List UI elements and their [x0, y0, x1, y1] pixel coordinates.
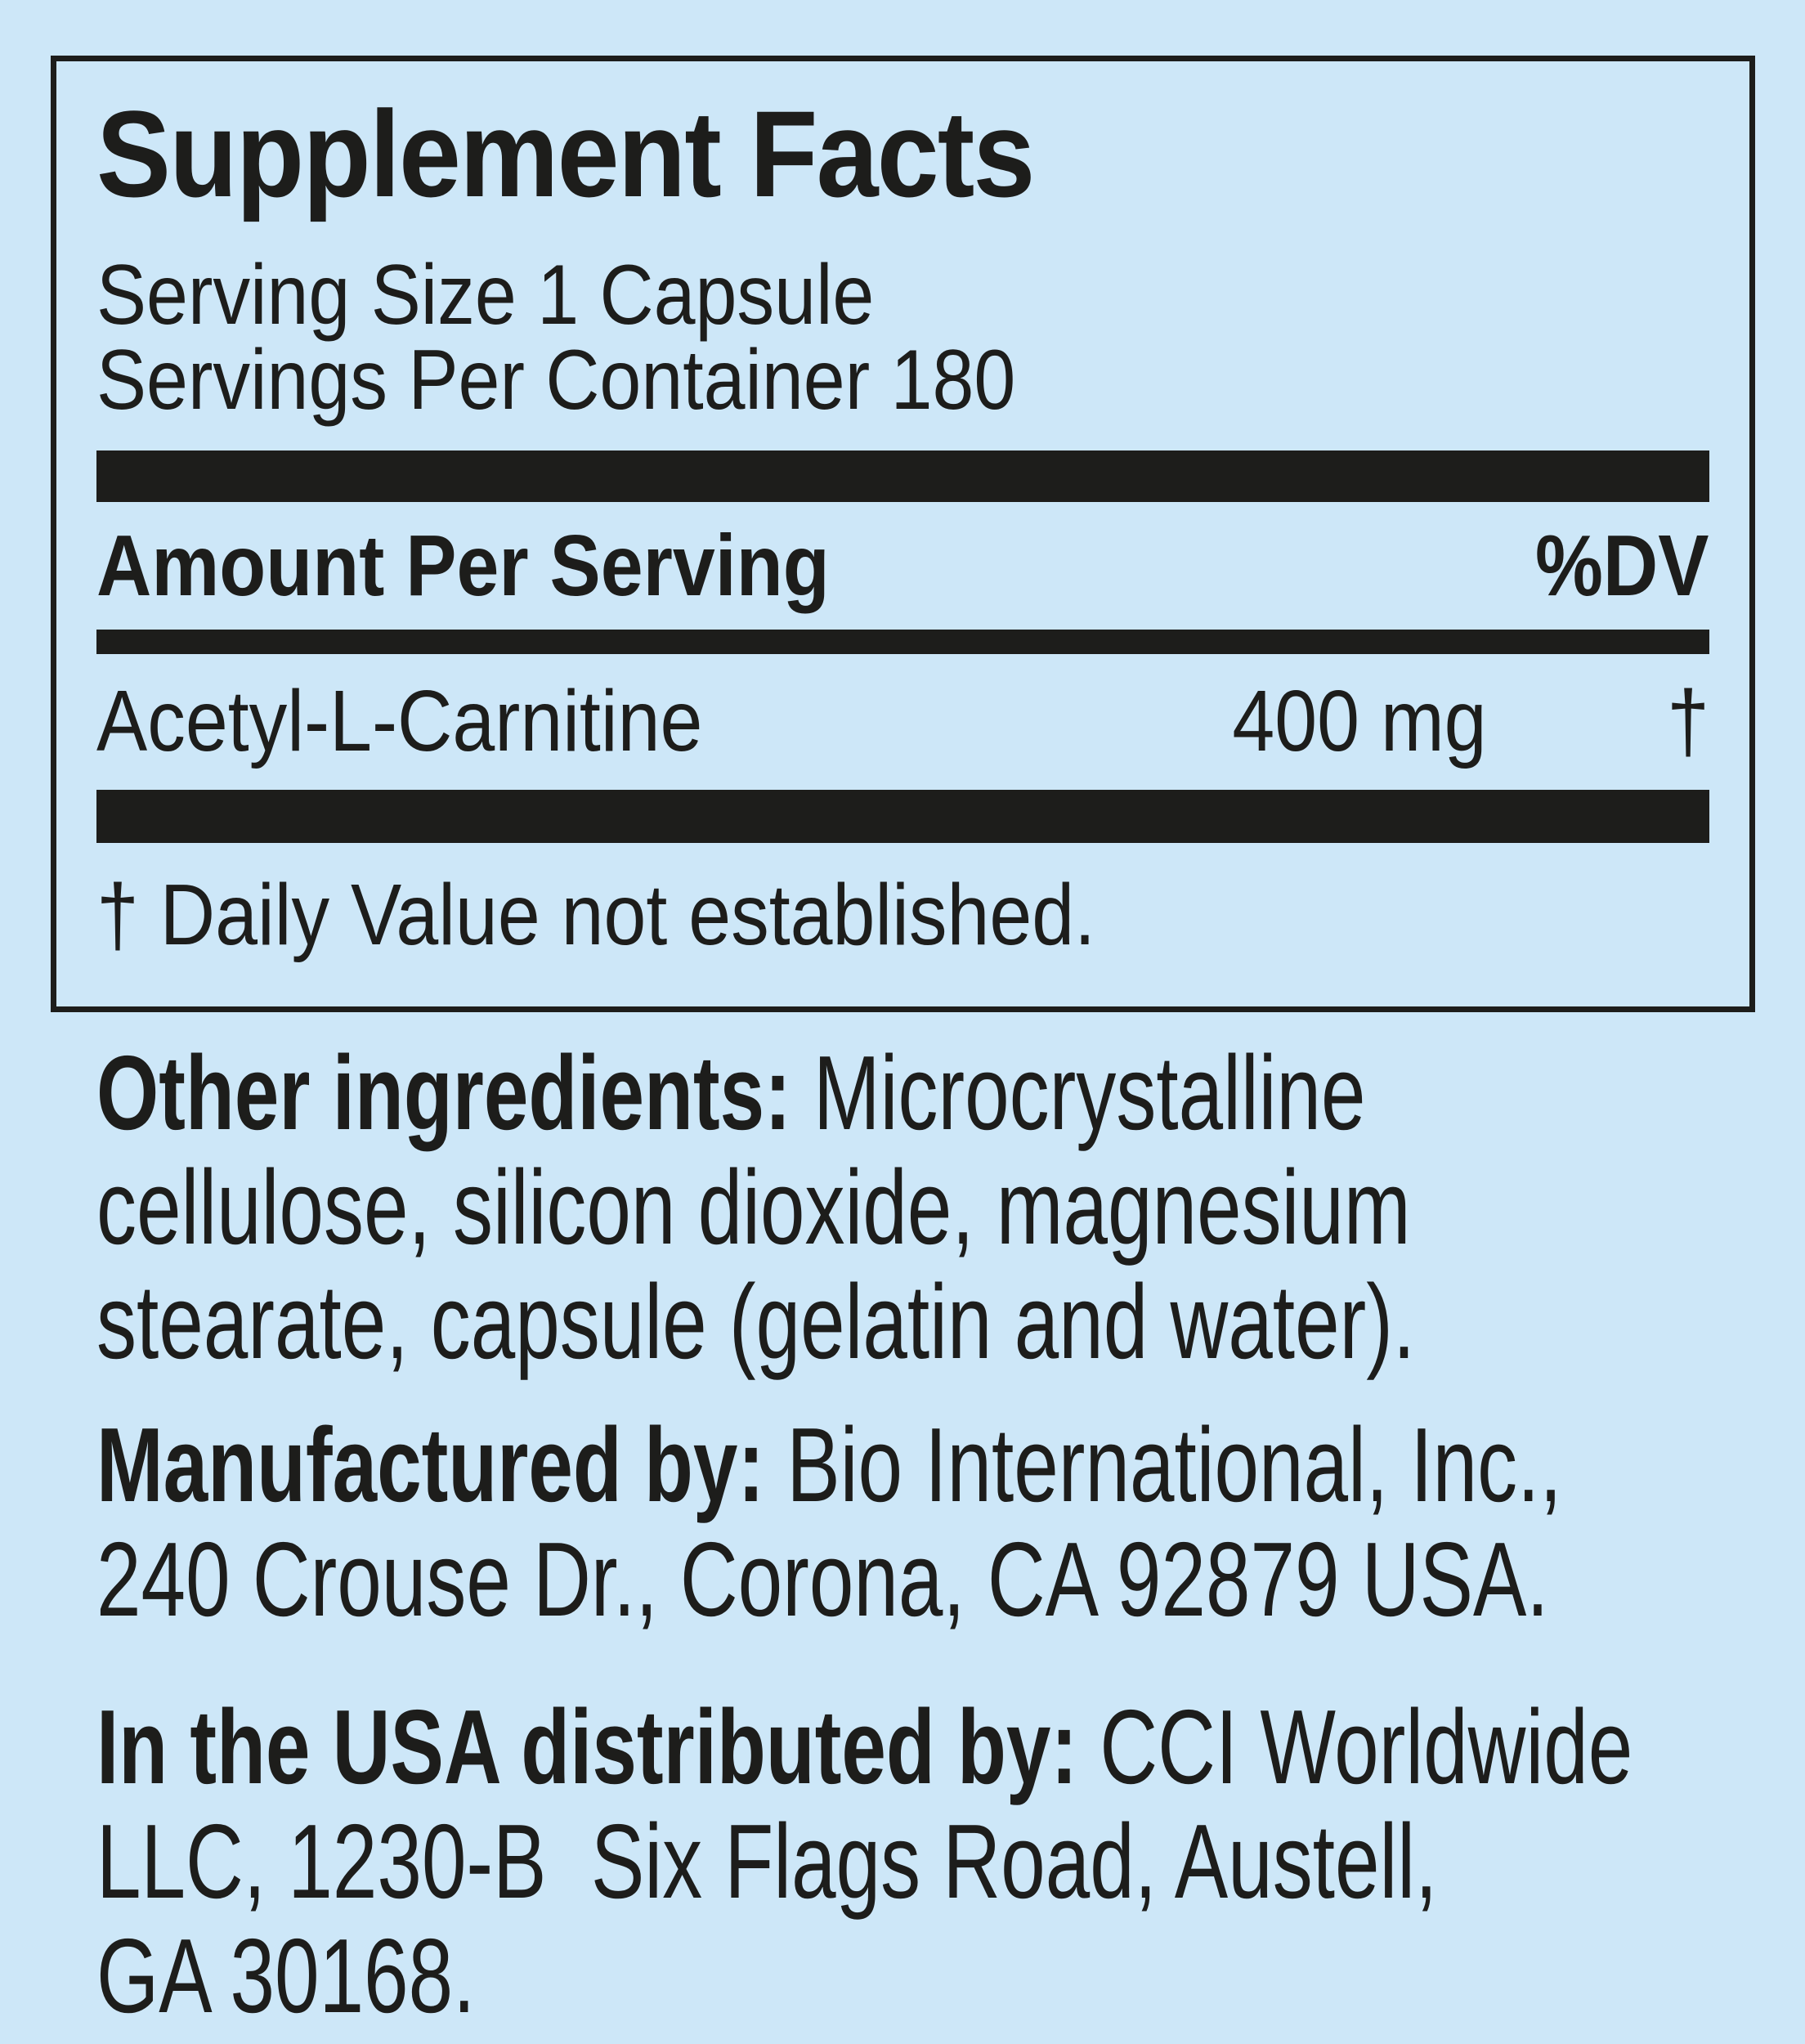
serving-info: Serving Size 1 Capsule Servings Per Cont… — [96, 253, 1709, 423]
supplement-facts-panel: Supplement Facts Serving Size 1 Capsule … — [51, 56, 1755, 1012]
manufactured-by-content: Manufactured by: Bio International, Inc.… — [96, 1408, 1562, 1637]
table-header-row: Amount Per Serving %DV — [96, 520, 1709, 612]
manufactured-by-paragraph: Manufactured by: Bio International, Inc.… — [96, 1408, 1805, 1637]
manufactured-by-text: Bio International, Inc., 240 Crouse Dr.,… — [96, 1406, 1562, 1638]
info-sections: Other ingredients: Microcrystalline cell… — [96, 1036, 1805, 2033]
panel-title-text: Supplement Facts — [96, 85, 1035, 222]
amount-per-serving-label: Amount Per Serving — [96, 518, 830, 614]
other-ingredients-content: Other ingredients: Microcrystalline cell… — [96, 1036, 1415, 1379]
daily-value-footnote: † Daily Value not established. — [96, 869, 1709, 961]
serving-info-text: Serving Size 1 Capsule Servings Per Cont… — [96, 248, 1016, 428]
divider-thick-bottom — [96, 790, 1709, 843]
ingredient-name-cell: Acetyl-L-Carnitine — [96, 675, 1198, 767]
divider-thin — [96, 630, 1709, 654]
other-ingredients-lead: Other ingredients: — [96, 1034, 791, 1152]
manufactured-by-lead: Manufactured by: — [96, 1406, 765, 1524]
distributed-by-text: CCI Worldwide LLC, 1230-B Six Flags Road… — [96, 1688, 1633, 2035]
ingredient-name: Acetyl-L-Carnitine — [96, 673, 703, 769]
distributed-by-lead: In the USA distributed by: — [96, 1688, 1078, 1806]
panel-title: Supplement Facts — [96, 92, 1709, 215]
table-row: Acetyl-L-Carnitine 400 mg † — [96, 675, 1709, 767]
ingredient-dv-dagger: † — [1667, 673, 1709, 769]
distributed-by-paragraph: In the USA distributed by: CCI Worldwide… — [96, 1690, 1805, 2033]
ingredient-amount-cell: 400 mg — [1198, 675, 1487, 767]
percent-dv-label: %DV — [1535, 518, 1709, 614]
daily-value-footnote-text: † Daily Value not established. — [96, 867, 1096, 963]
distributed-by-content: In the USA distributed by: CCI Worldwide… — [96, 1690, 1633, 2033]
ingredient-dv-cell: † — [1487, 675, 1709, 767]
other-ingredients-paragraph: Other ingredients: Microcrystalline cell… — [96, 1036, 1805, 1379]
other-ingredients-text: Microcrystalline cellulose, silicon diox… — [96, 1034, 1416, 1381]
divider-thick-top — [96, 450, 1709, 502]
ingredient-amount: 400 mg — [1232, 673, 1487, 769]
